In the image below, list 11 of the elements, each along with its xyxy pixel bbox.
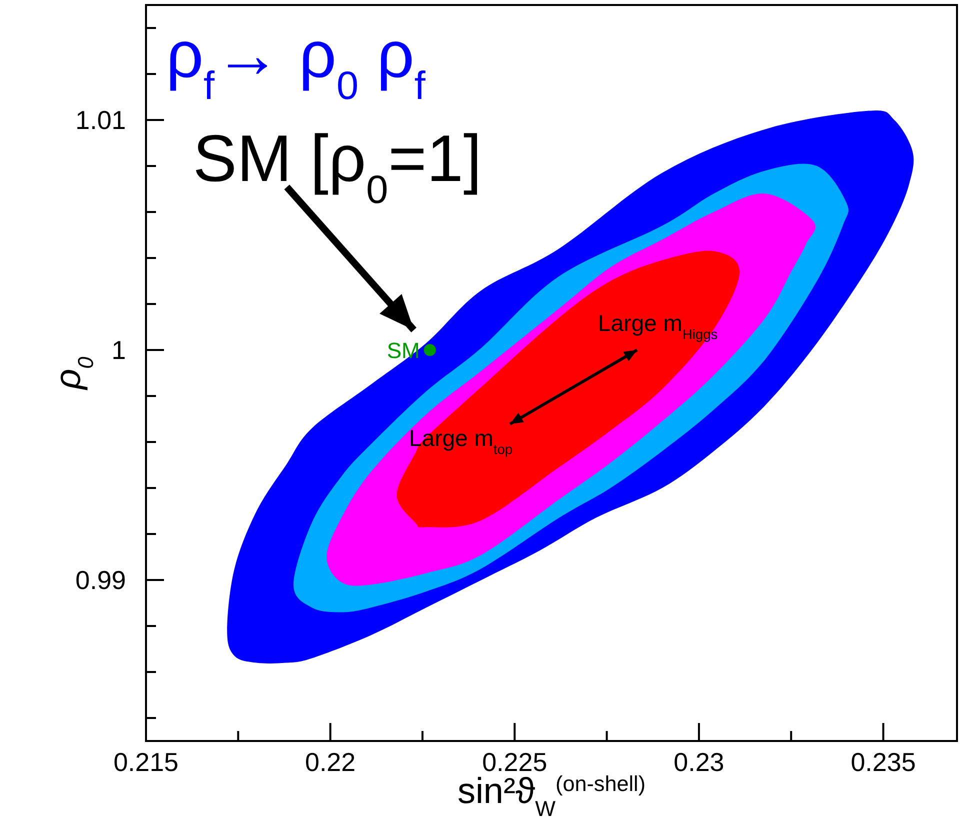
y-tick-label: 1 <box>112 335 126 365</box>
x-tick-label: 0.225 <box>482 747 548 777</box>
y-tick-label: 1.01 <box>75 105 126 135</box>
x-tick-label: 0.23 <box>674 747 724 777</box>
chart-title: ρ$_{f}$→ ρ$_{0}$ ρ$_{f}$ <box>166 17 426 108</box>
series-label: SM <box>386 338 420 363</box>
y-tick-label: 0.99 <box>75 565 126 595</box>
x-tick-label: 0.22 <box>305 747 356 777</box>
x-tick-label: 0.235 <box>850 747 916 777</box>
annotation: SM [ρ$_{0}$=1] <box>192 121 482 212</box>
x-tick-label: 0.215 <box>113 747 179 777</box>
